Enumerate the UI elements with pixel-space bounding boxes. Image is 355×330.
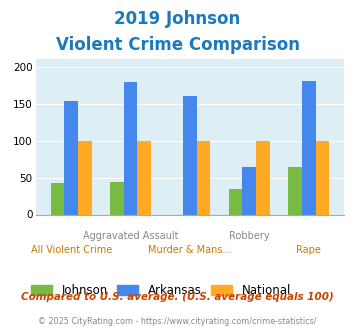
Bar	[316, 141, 329, 214]
Bar	[183, 96, 197, 214]
Text: © 2025 CityRating.com - https://www.cityrating.com/crime-statistics/: © 2025 CityRating.com - https://www.city…	[38, 317, 317, 326]
Text: Aggravated Assault: Aggravated Assault	[83, 231, 178, 241]
Text: Violent Crime Comparison: Violent Crime Comparison	[55, 36, 300, 54]
Bar	[137, 141, 151, 214]
Text: Murder & Mans...: Murder & Mans...	[148, 245, 232, 255]
Bar	[64, 102, 78, 214]
Legend: Johnson, Arkansas, National: Johnson, Arkansas, National	[26, 279, 296, 302]
Bar	[242, 167, 256, 214]
Bar	[110, 182, 124, 214]
Text: Robbery: Robbery	[229, 231, 270, 241]
Bar	[78, 141, 92, 214]
Bar	[197, 141, 211, 214]
Text: Compared to U.S. average. (U.S. average equals 100): Compared to U.S. average. (U.S. average …	[21, 292, 334, 302]
Bar	[229, 189, 242, 214]
Bar	[288, 167, 302, 214]
Bar	[124, 82, 137, 214]
Bar	[51, 183, 64, 214]
Bar	[302, 81, 316, 214]
Text: Rape: Rape	[296, 245, 321, 255]
Bar	[256, 141, 270, 214]
Text: All Violent Crime: All Violent Crime	[31, 245, 112, 255]
Text: 2019 Johnson: 2019 Johnson	[114, 10, 241, 28]
